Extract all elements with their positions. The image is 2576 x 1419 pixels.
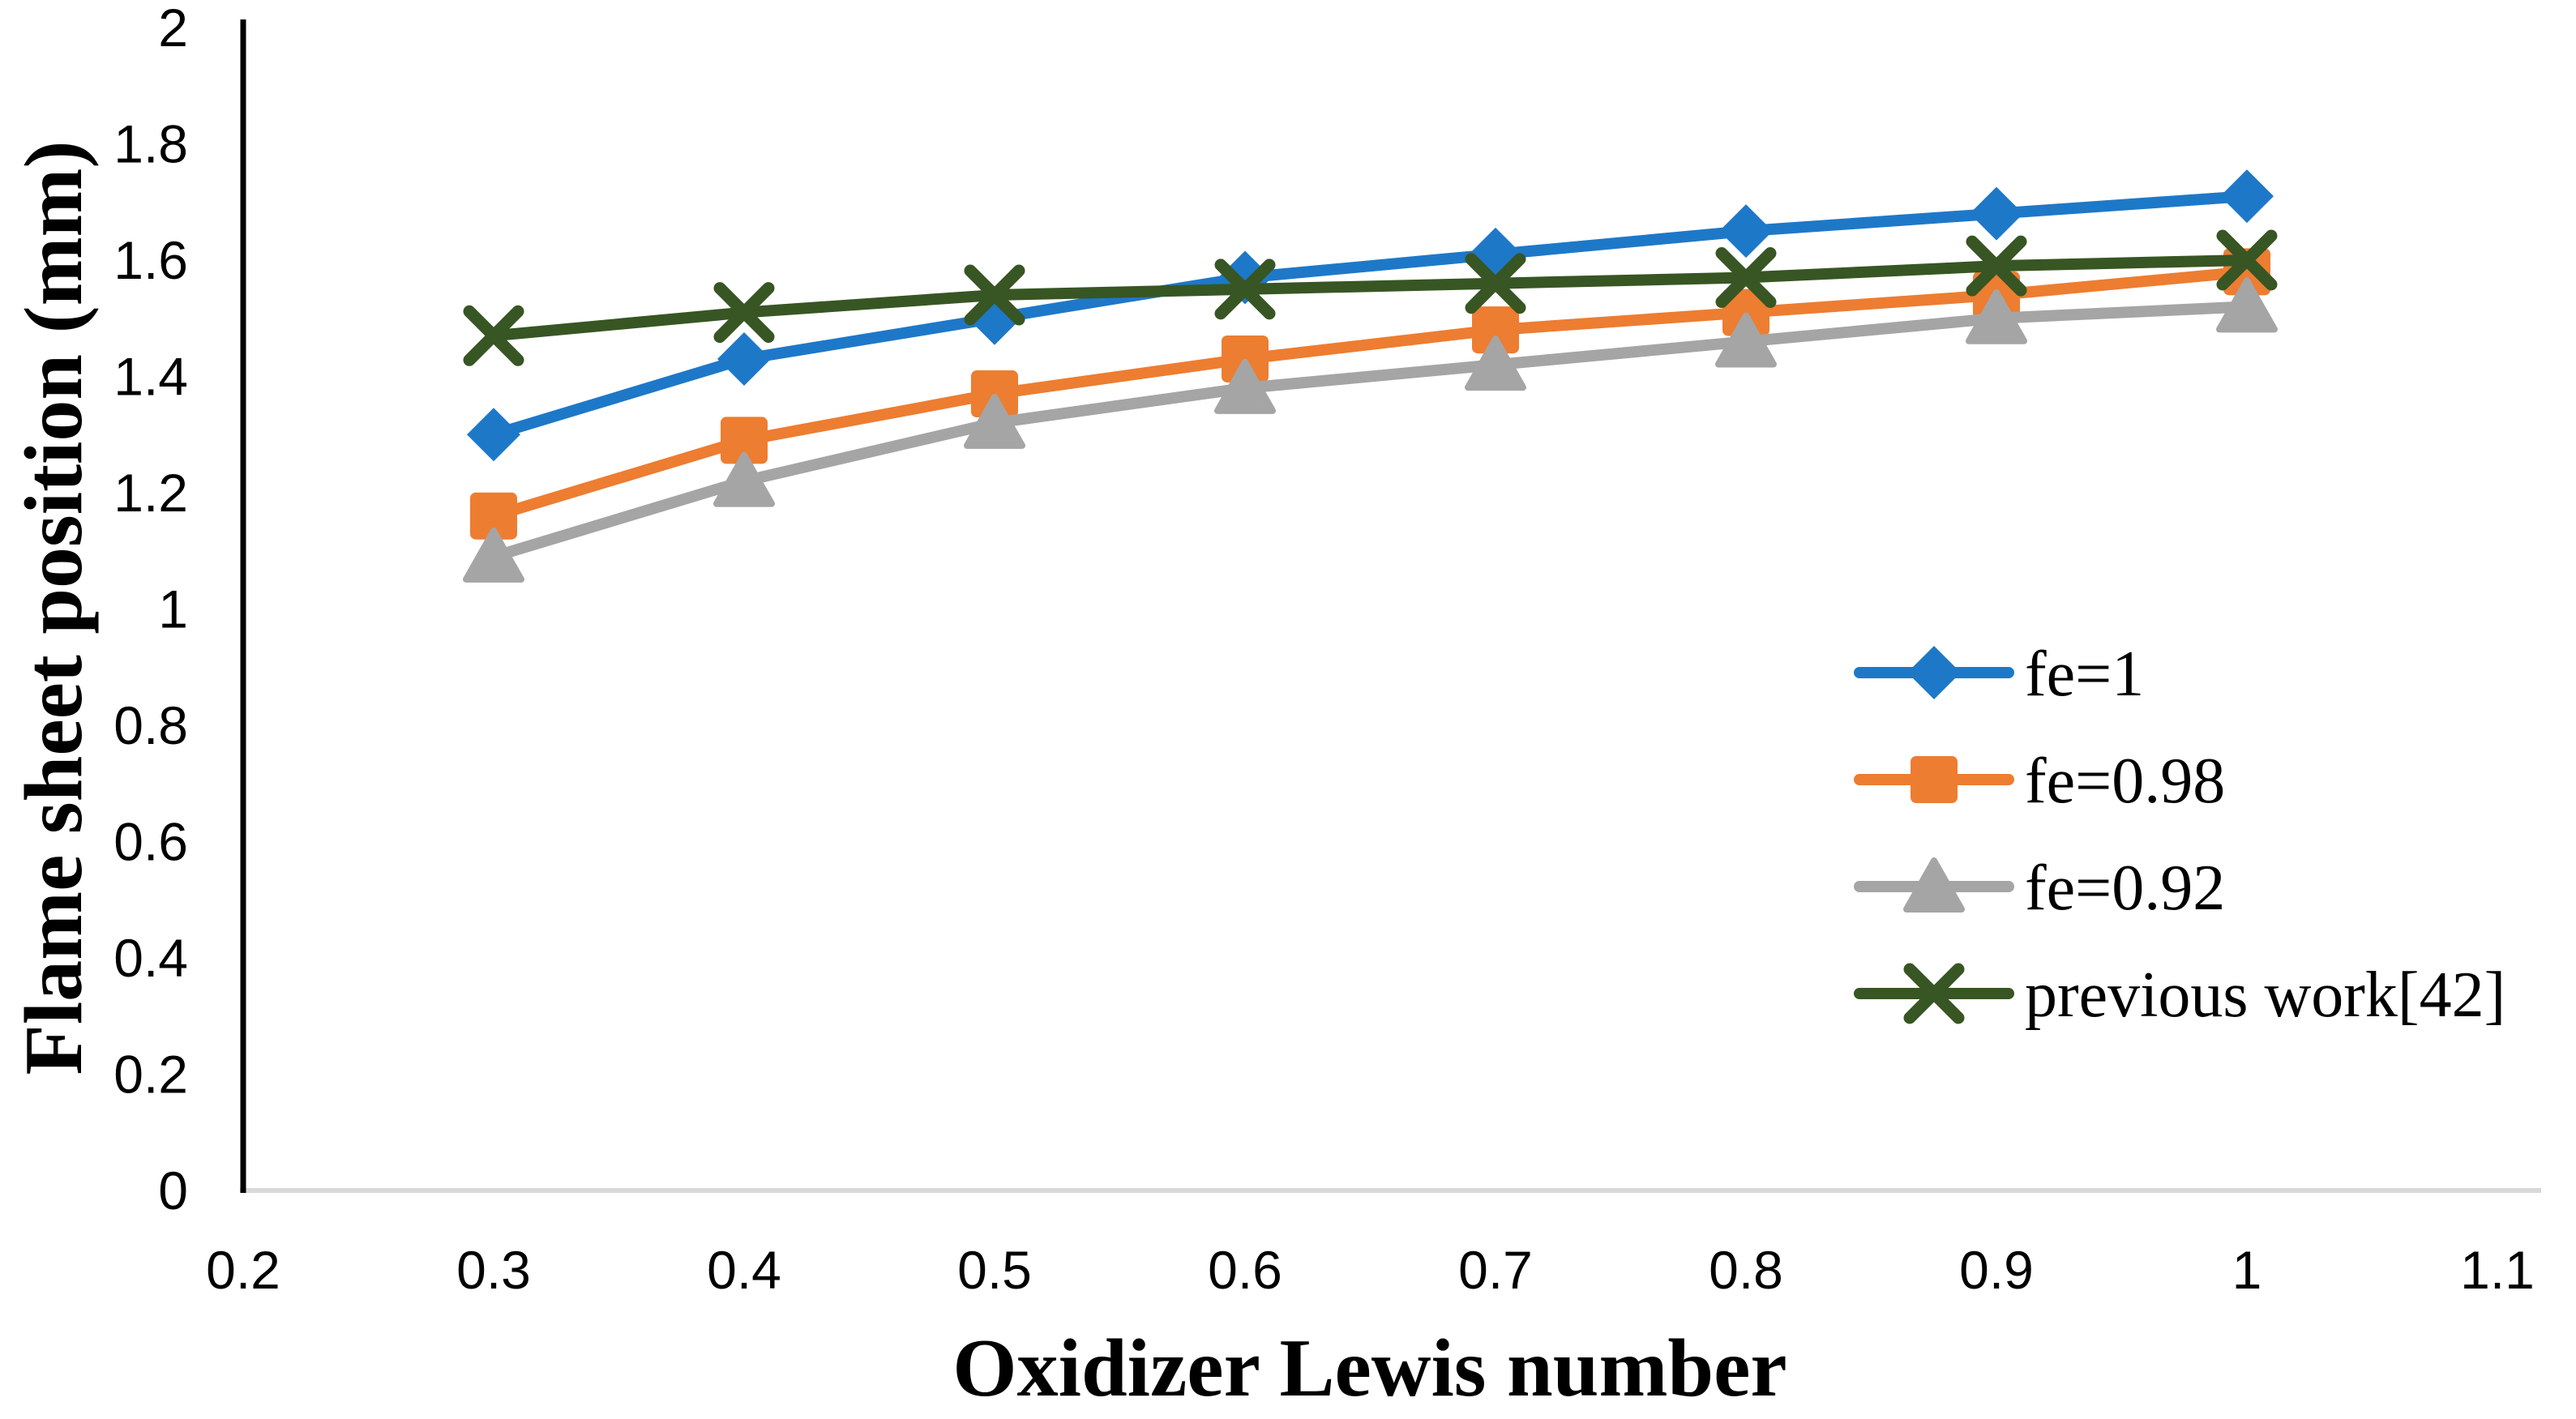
x-tick-label: 1.1 bbox=[2460, 1240, 2535, 1300]
y-axis-title: Flame sheet position (mm) bbox=[8, 141, 100, 1075]
x-tick-label: 0.5 bbox=[957, 1240, 1032, 1300]
marker-triangle bbox=[1903, 857, 1965, 913]
marker-triangle bbox=[964, 393, 1025, 449]
series-fe-0-92 bbox=[463, 277, 2278, 583]
x-tick-label: 1 bbox=[2232, 1240, 2262, 1300]
marker-x bbox=[1966, 235, 2027, 297]
y-tick-label: 2 bbox=[158, 0, 188, 58]
x-tick-label: 0.8 bbox=[1709, 1240, 1783, 1300]
marker-x-stroke bbox=[1715, 247, 1777, 309]
marker-diamond bbox=[467, 408, 520, 462]
marker-x-stroke bbox=[2216, 229, 2278, 291]
marker-x bbox=[1214, 259, 1276, 320]
x-tick-label: 0.9 bbox=[1959, 1240, 2034, 1300]
marker-x-stroke bbox=[964, 264, 1025, 326]
y-tick-label: 1.8 bbox=[113, 114, 188, 174]
marker-x-stroke bbox=[713, 282, 775, 344]
marker-triangle bbox=[1214, 358, 1276, 414]
series-line bbox=[488, 254, 2253, 342]
series-line bbox=[488, 190, 2253, 441]
marker-triangle bbox=[1465, 336, 1526, 391]
y-tick-label: 1.2 bbox=[113, 463, 188, 523]
marker-triangle bbox=[1715, 312, 1777, 368]
marker-triangle bbox=[463, 527, 524, 583]
y-tick-label: 1.4 bbox=[113, 347, 188, 407]
x-tick-label: 0.4 bbox=[707, 1240, 781, 1300]
marker-diamond bbox=[1907, 646, 1961, 699]
marker-x-stroke bbox=[1465, 253, 1526, 314]
x-tick-label: 0.2 bbox=[206, 1240, 280, 1300]
marker-diamond bbox=[1719, 204, 1773, 259]
marker-square bbox=[1472, 306, 1519, 354]
marker-x-stroke bbox=[463, 305, 524, 366]
marker-x bbox=[964, 264, 1025, 326]
marker-x-stroke bbox=[1214, 259, 1276, 320]
marker-x bbox=[713, 282, 775, 344]
legend-label: fe=1 bbox=[2025, 639, 2144, 710]
legend-label: fe=0.92 bbox=[2025, 853, 2225, 924]
marker-diamond bbox=[2220, 169, 2274, 224]
marker-triangle bbox=[2216, 277, 2278, 333]
marker-x bbox=[1715, 247, 1777, 309]
y-tick-label: 0.6 bbox=[113, 812, 188, 872]
legend: fe=1 fe=0.98 fe=0.92 previous work[42] bbox=[1854, 639, 2505, 1031]
y-tick-label: 0.4 bbox=[113, 928, 188, 988]
legend-item-fe-0-92: fe=0.92 bbox=[1854, 853, 2225, 924]
marker-x-stroke bbox=[1903, 963, 1965, 1024]
x-tick-label: 0.6 bbox=[1208, 1240, 1282, 1300]
legend-item-fe-0-98: fe=0.98 bbox=[1854, 746, 2225, 817]
marker-square bbox=[470, 492, 517, 540]
y-tick-label: 0.2 bbox=[113, 1045, 188, 1105]
x-axis-title: Oxidizer Lewis number bbox=[952, 1323, 1787, 1414]
marker-diamond bbox=[1970, 186, 2023, 241]
legend-label: fe=0.98 bbox=[2025, 746, 2225, 817]
marker-triangle bbox=[1966, 289, 2027, 344]
legend-label: previous work[42] bbox=[2025, 960, 2505, 1031]
series-line bbox=[488, 266, 2253, 522]
x-tick-label: 0.3 bbox=[456, 1240, 531, 1300]
x-tick-label: 0.7 bbox=[1458, 1240, 1533, 1300]
marker-square bbox=[721, 417, 768, 464]
marker-x bbox=[1465, 253, 1526, 314]
legend-item-previous-work-42: previous work[42] bbox=[1854, 960, 2505, 1031]
marker-x-stroke bbox=[1966, 235, 2027, 297]
marker-x bbox=[1903, 963, 1965, 1024]
marker-x bbox=[2216, 229, 2278, 291]
marker-x bbox=[463, 305, 524, 366]
series-previous-work-42 bbox=[463, 229, 2278, 366]
marker-triangle bbox=[713, 451, 775, 507]
legend-item-fe-1: fe=1 bbox=[1854, 639, 2144, 710]
y-tick-label: 0.8 bbox=[113, 695, 188, 755]
marker-square bbox=[1911, 756, 1958, 803]
marker-diamond bbox=[717, 331, 771, 386]
y-tick-label: 1 bbox=[158, 579, 188, 639]
series-line bbox=[488, 301, 2253, 562]
y-tick-label: 0 bbox=[158, 1160, 188, 1220]
y-tick-label: 1.6 bbox=[113, 230, 188, 290]
